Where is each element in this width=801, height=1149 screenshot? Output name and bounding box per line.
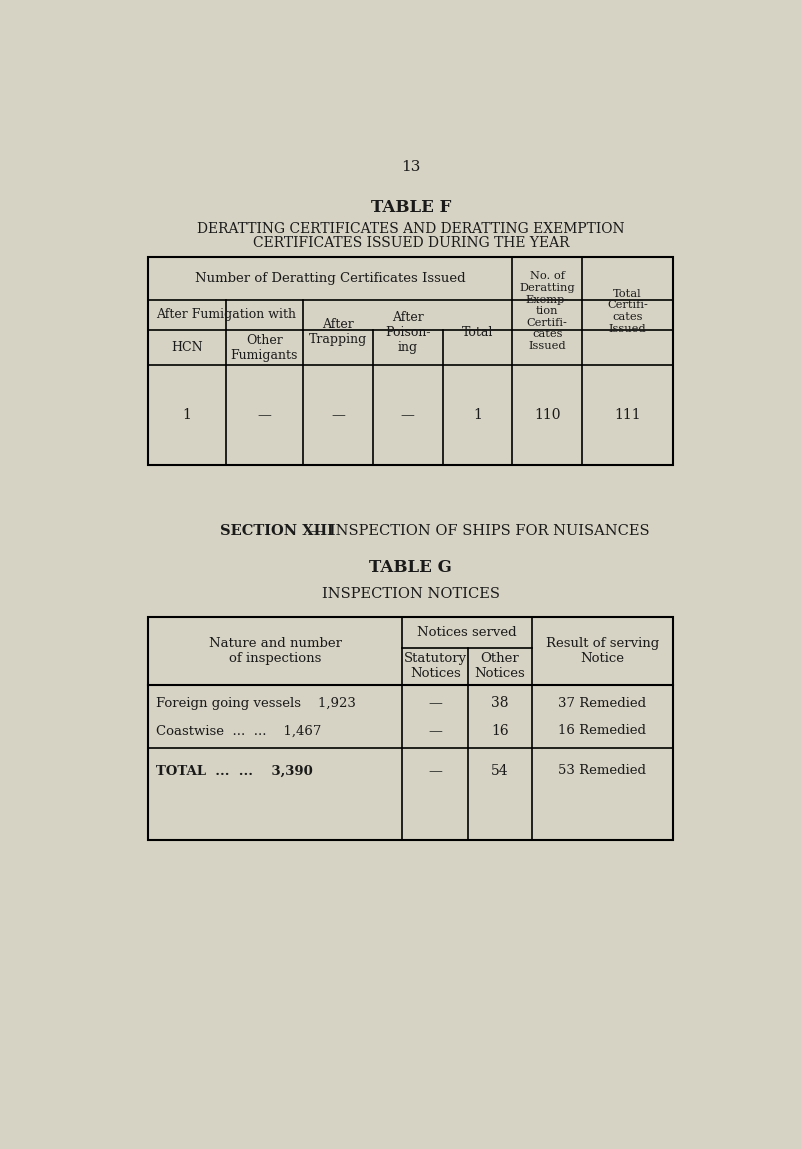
Text: TOTAL  ...  ...    3,390: TOTAL ... ... 3,390	[156, 764, 312, 778]
Text: 110: 110	[534, 408, 561, 422]
Text: TABLE F: TABLE F	[371, 199, 451, 216]
Text: 111: 111	[614, 408, 641, 422]
Text: INSPECTION NOTICES: INSPECTION NOTICES	[322, 587, 500, 601]
Text: No. of
Deratting
Exemp-
tion
Certifi-
cates
Issued: No. of Deratting Exemp- tion Certifi- ca…	[520, 271, 575, 350]
Text: Number of Deratting Certificates Issued: Number of Deratting Certificates Issued	[195, 272, 465, 285]
Text: 13: 13	[401, 160, 421, 175]
Text: Statutory
Notices: Statutory Notices	[404, 653, 467, 680]
Text: —: —	[429, 764, 442, 778]
Text: Other
Notices: Other Notices	[475, 653, 525, 680]
Text: SECTION XIII: SECTION XIII	[220, 524, 334, 538]
Text: 38: 38	[491, 696, 509, 710]
Text: —: —	[331, 408, 345, 422]
Text: After Fumigation with: After Fumigation with	[155, 308, 296, 322]
Bar	[148, 617, 673, 840]
Text: —: —	[429, 696, 442, 710]
Text: —: —	[400, 408, 415, 422]
Text: 1: 1	[183, 408, 191, 422]
Text: HCN: HCN	[171, 341, 203, 354]
Text: DERATTING CERTIFICATES AND DERATTING EXEMPTION: DERATTING CERTIFICATES AND DERATTING EXE…	[197, 222, 625, 236]
Text: After
Trapping: After Trapping	[309, 318, 367, 346]
Text: —: —	[429, 724, 442, 738]
Bar	[148, 257, 673, 465]
Text: — INSPECTION OF SHIPS FOR NUISANCES: — INSPECTION OF SHIPS FOR NUISANCES	[305, 524, 649, 538]
Text: Other
Fumigants: Other Fumigants	[231, 333, 298, 362]
Text: —: —	[257, 408, 272, 422]
Text: Notices served: Notices served	[417, 626, 517, 639]
Text: Total
Certifi-
cates
Issued: Total Certifi- cates Issued	[607, 288, 648, 333]
Text: 1: 1	[473, 408, 482, 422]
Text: Result of serving
Notice: Result of serving Notice	[545, 637, 659, 665]
Text: Nature and number
of inspections: Nature and number of inspections	[209, 637, 342, 665]
Text: CERTIFICATES ISSUED DURING THE YEAR: CERTIFICATES ISSUED DURING THE YEAR	[252, 236, 570, 249]
Text: Total: Total	[462, 326, 493, 339]
Text: 16: 16	[491, 724, 509, 738]
Text: Coastwise  ...  ...    1,467: Coastwise ... ... 1,467	[156, 724, 321, 738]
Text: 37 Remedied: 37 Remedied	[558, 696, 646, 710]
Text: 53 Remedied: 53 Remedied	[558, 764, 646, 778]
Text: TABLE G: TABLE G	[369, 560, 453, 576]
Text: 16 Remedied: 16 Remedied	[558, 724, 646, 738]
Text: 54: 54	[491, 764, 509, 778]
Text: After
Poison-
ing: After Poison- ing	[385, 311, 431, 354]
Text: Foreign going vessels    1,923: Foreign going vessels 1,923	[156, 696, 356, 710]
